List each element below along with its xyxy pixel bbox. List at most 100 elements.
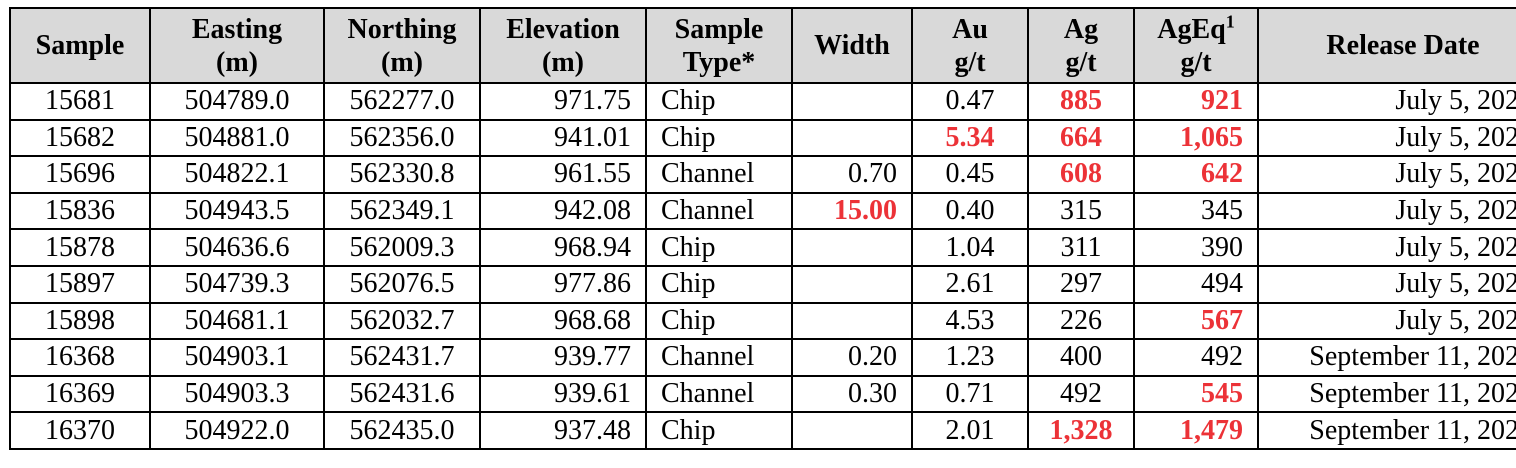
cell-width: [791, 118, 913, 158]
cell-sample: 15898: [9, 301, 151, 341]
cell-sample-type: Channel: [645, 155, 793, 194]
cell-elevation: 971.75: [479, 82, 647, 121]
cell-ag: 1,328: [1027, 411, 1135, 450]
cell-au: 0.40: [911, 191, 1029, 231]
cell-au: 1.04: [911, 228, 1029, 267]
table-row: 16369 504903.3 562431.6 939.61 Channel 0.30 0.…: [9, 374, 1516, 414]
cell-width: [791, 301, 913, 341]
table-body: 15681 504789.0 562277.0 971.75 Chip 0.47 885 92…: [9, 82, 1516, 450]
cell-au: 5.34: [911, 118, 1029, 158]
cell-ag: 492: [1027, 374, 1135, 414]
cell-au: 0.45: [911, 155, 1029, 194]
cell-northing: 562356.0: [323, 118, 481, 158]
table-row: 16368 504903.1 562431.7 939.77 Channel 0.20 1.…: [9, 338, 1516, 377]
header-au: Au g/t: [911, 7, 1029, 84]
cell-easting: 504881.0: [149, 118, 325, 158]
cell-width: [791, 411, 913, 450]
cell-release-date: July 5, 2022: [1257, 264, 1516, 304]
cell-easting: 504636.6: [149, 228, 325, 267]
cell-sample: 15836: [9, 191, 151, 231]
cell-northing: 562431.7: [323, 338, 481, 377]
cell-release-date: July 5, 2022: [1257, 82, 1516, 121]
cell-sample-type: Channel: [645, 374, 793, 414]
header-sample: Sample: [9, 7, 151, 84]
cell-ag: 400: [1027, 338, 1135, 377]
header-elevation: Elevation (m): [479, 7, 647, 84]
cell-easting: 504922.0: [149, 411, 325, 450]
cell-ag: 664: [1027, 118, 1135, 158]
cell-width: 0.20: [791, 338, 913, 377]
cell-sample-type: Chip: [645, 82, 793, 121]
cell-elevation: 937.48: [479, 411, 647, 450]
cell-au: 0.47: [911, 82, 1029, 121]
cell-elevation: 968.94: [479, 228, 647, 267]
cell-ageq: 1,479: [1133, 411, 1259, 450]
cell-elevation: 941.01: [479, 118, 647, 158]
cell-easting: 504739.3: [149, 264, 325, 304]
table-row: 16370 504922.0 562435.0 937.48 Chip 2.01 1,328…: [9, 411, 1516, 450]
table-row: 15836 504943.5 562349.1 942.08 Channel 15.00 0…: [9, 191, 1516, 231]
cell-ageq: 567: [1133, 301, 1259, 341]
cell-au: 0.71: [911, 374, 1029, 414]
cell-ageq: 1,065: [1133, 118, 1259, 158]
cell-width: [791, 82, 913, 121]
cell-ageq: 642: [1133, 155, 1259, 194]
cell-sample-type: Channel: [645, 191, 793, 231]
footnote-marker: 1: [1225, 11, 1235, 32]
header-easting: Easting (m): [149, 7, 325, 84]
cell-release-date: July 5, 2022: [1257, 301, 1516, 341]
cell-release-date: September 11, 2024: [1257, 338, 1516, 377]
sample-results-table: Sample Easting (m) Northing (m) Elevation(…: [9, 7, 1516, 450]
cell-width: 0.70: [791, 155, 913, 194]
cell-easting: 504681.1: [149, 301, 325, 341]
cell-easting: 504903.1: [149, 338, 325, 377]
cell-ag: 608: [1027, 155, 1135, 194]
cell-release-date: July 5, 2022: [1257, 155, 1516, 194]
cell-easting: 504789.0: [149, 82, 325, 121]
table-row: 15682 504881.0 562356.0 941.01 Chip 5.34 664 1,…: [9, 118, 1516, 158]
table-row: 15897 504739.3 562076.5 977.86 Chip 2.61 297 49…: [9, 264, 1516, 304]
cell-elevation: 977.86: [479, 264, 647, 304]
cell-release-date: July 5, 2022: [1257, 118, 1516, 158]
header-row: Sample Easting (m) Northing (m) Elevation(…: [9, 7, 1516, 84]
cell-ageq: 492: [1133, 338, 1259, 377]
table-header: Sample Easting (m) Northing (m) Elevation(…: [9, 7, 1516, 84]
cell-ag: 297: [1027, 264, 1135, 304]
cell-ag: 311: [1027, 228, 1135, 267]
cell-sample: 16370: [9, 411, 151, 450]
cell-sample: 15696: [9, 155, 151, 194]
cell-ageq: 390: [1133, 228, 1259, 267]
cell-ageq: 494: [1133, 264, 1259, 304]
cell-width: 15.00: [791, 191, 913, 231]
cell-sample-type: Chip: [645, 228, 793, 267]
cell-sample: 15878: [9, 228, 151, 267]
cell-ag: 315: [1027, 191, 1135, 231]
cell-ag: 226: [1027, 301, 1135, 341]
table-row: 15681 504789.0 562277.0 971.75 Chip 0.47 885 92…: [9, 82, 1516, 121]
cell-sample-type: Chip: [645, 301, 793, 341]
cell-northing: 562009.3: [323, 228, 481, 267]
cell-northing: 562349.1: [323, 191, 481, 231]
table-row: 15898 504681.1 562032.7 968.68 Chip 4.53 226 56…: [9, 301, 1516, 341]
header-northing: Northing (m): [323, 7, 481, 84]
cell-northing: 562330.8: [323, 155, 481, 194]
cell-ageq: 345: [1133, 191, 1259, 231]
cell-northing: 562431.6: [323, 374, 481, 414]
cell-width: [791, 264, 913, 304]
cell-au: 2.61: [911, 264, 1029, 304]
cell-au: 2.01: [911, 411, 1029, 450]
cell-release-date: September 11, 2024: [1257, 374, 1516, 414]
header-sample-type: Sample Type*: [645, 7, 793, 84]
cell-ag: 885: [1027, 82, 1135, 121]
cell-sample: 16368: [9, 338, 151, 377]
cell-au: 1.23: [911, 338, 1029, 377]
header-ag: Ag g/t: [1027, 7, 1135, 84]
cell-northing: 562032.7: [323, 301, 481, 341]
table-row: 15878 504636.6 562009.3 968.94 Chip 1.04 311 39…: [9, 228, 1516, 267]
cell-sample: 15682: [9, 118, 151, 158]
cell-sample: 15897: [9, 264, 151, 304]
header-width: Width: [791, 7, 913, 84]
cell-elevation: 939.77: [479, 338, 647, 377]
cell-width: 0.30: [791, 374, 913, 414]
cell-northing: 562277.0: [323, 82, 481, 121]
